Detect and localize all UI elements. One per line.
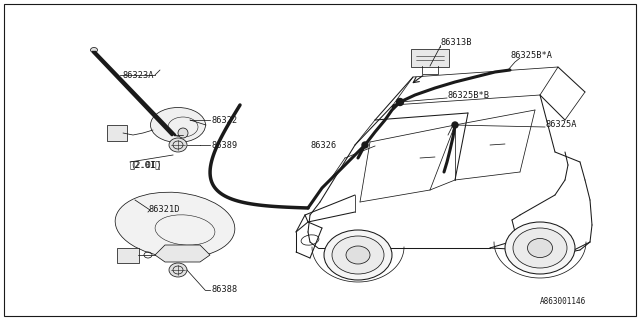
Ellipse shape [527, 238, 552, 258]
Polygon shape [155, 245, 210, 262]
FancyBboxPatch shape [411, 49, 449, 67]
Text: 86313B: 86313B [440, 37, 472, 46]
Text: 86322: 86322 [211, 116, 237, 124]
Circle shape [397, 99, 403, 106]
FancyBboxPatch shape [117, 248, 139, 263]
Ellipse shape [346, 246, 370, 264]
Ellipse shape [169, 263, 187, 277]
Text: A863001146: A863001146 [540, 298, 586, 307]
Ellipse shape [332, 236, 384, 274]
Ellipse shape [115, 192, 235, 258]
Ellipse shape [513, 228, 567, 268]
Circle shape [178, 128, 188, 138]
Text: 86389: 86389 [211, 140, 237, 149]
Text: 86321D: 86321D [148, 205, 179, 214]
Ellipse shape [90, 47, 97, 52]
Text: 86388: 86388 [211, 285, 237, 294]
Text: （2.0I）: （2.0I） [130, 161, 161, 170]
Circle shape [362, 142, 368, 148]
Circle shape [452, 122, 458, 128]
Text: 86325B*B: 86325B*B [447, 91, 489, 100]
Ellipse shape [150, 108, 205, 142]
FancyBboxPatch shape [107, 125, 127, 141]
Text: 86323A: 86323A [122, 70, 154, 79]
Text: 86325B*A: 86325B*A [510, 51, 552, 60]
Ellipse shape [324, 230, 392, 280]
Text: (2.0I): (2.0I) [130, 161, 161, 170]
Ellipse shape [505, 222, 575, 274]
Text: 86326: 86326 [310, 140, 336, 149]
Text: 86325A: 86325A [545, 119, 577, 129]
Ellipse shape [169, 138, 187, 152]
